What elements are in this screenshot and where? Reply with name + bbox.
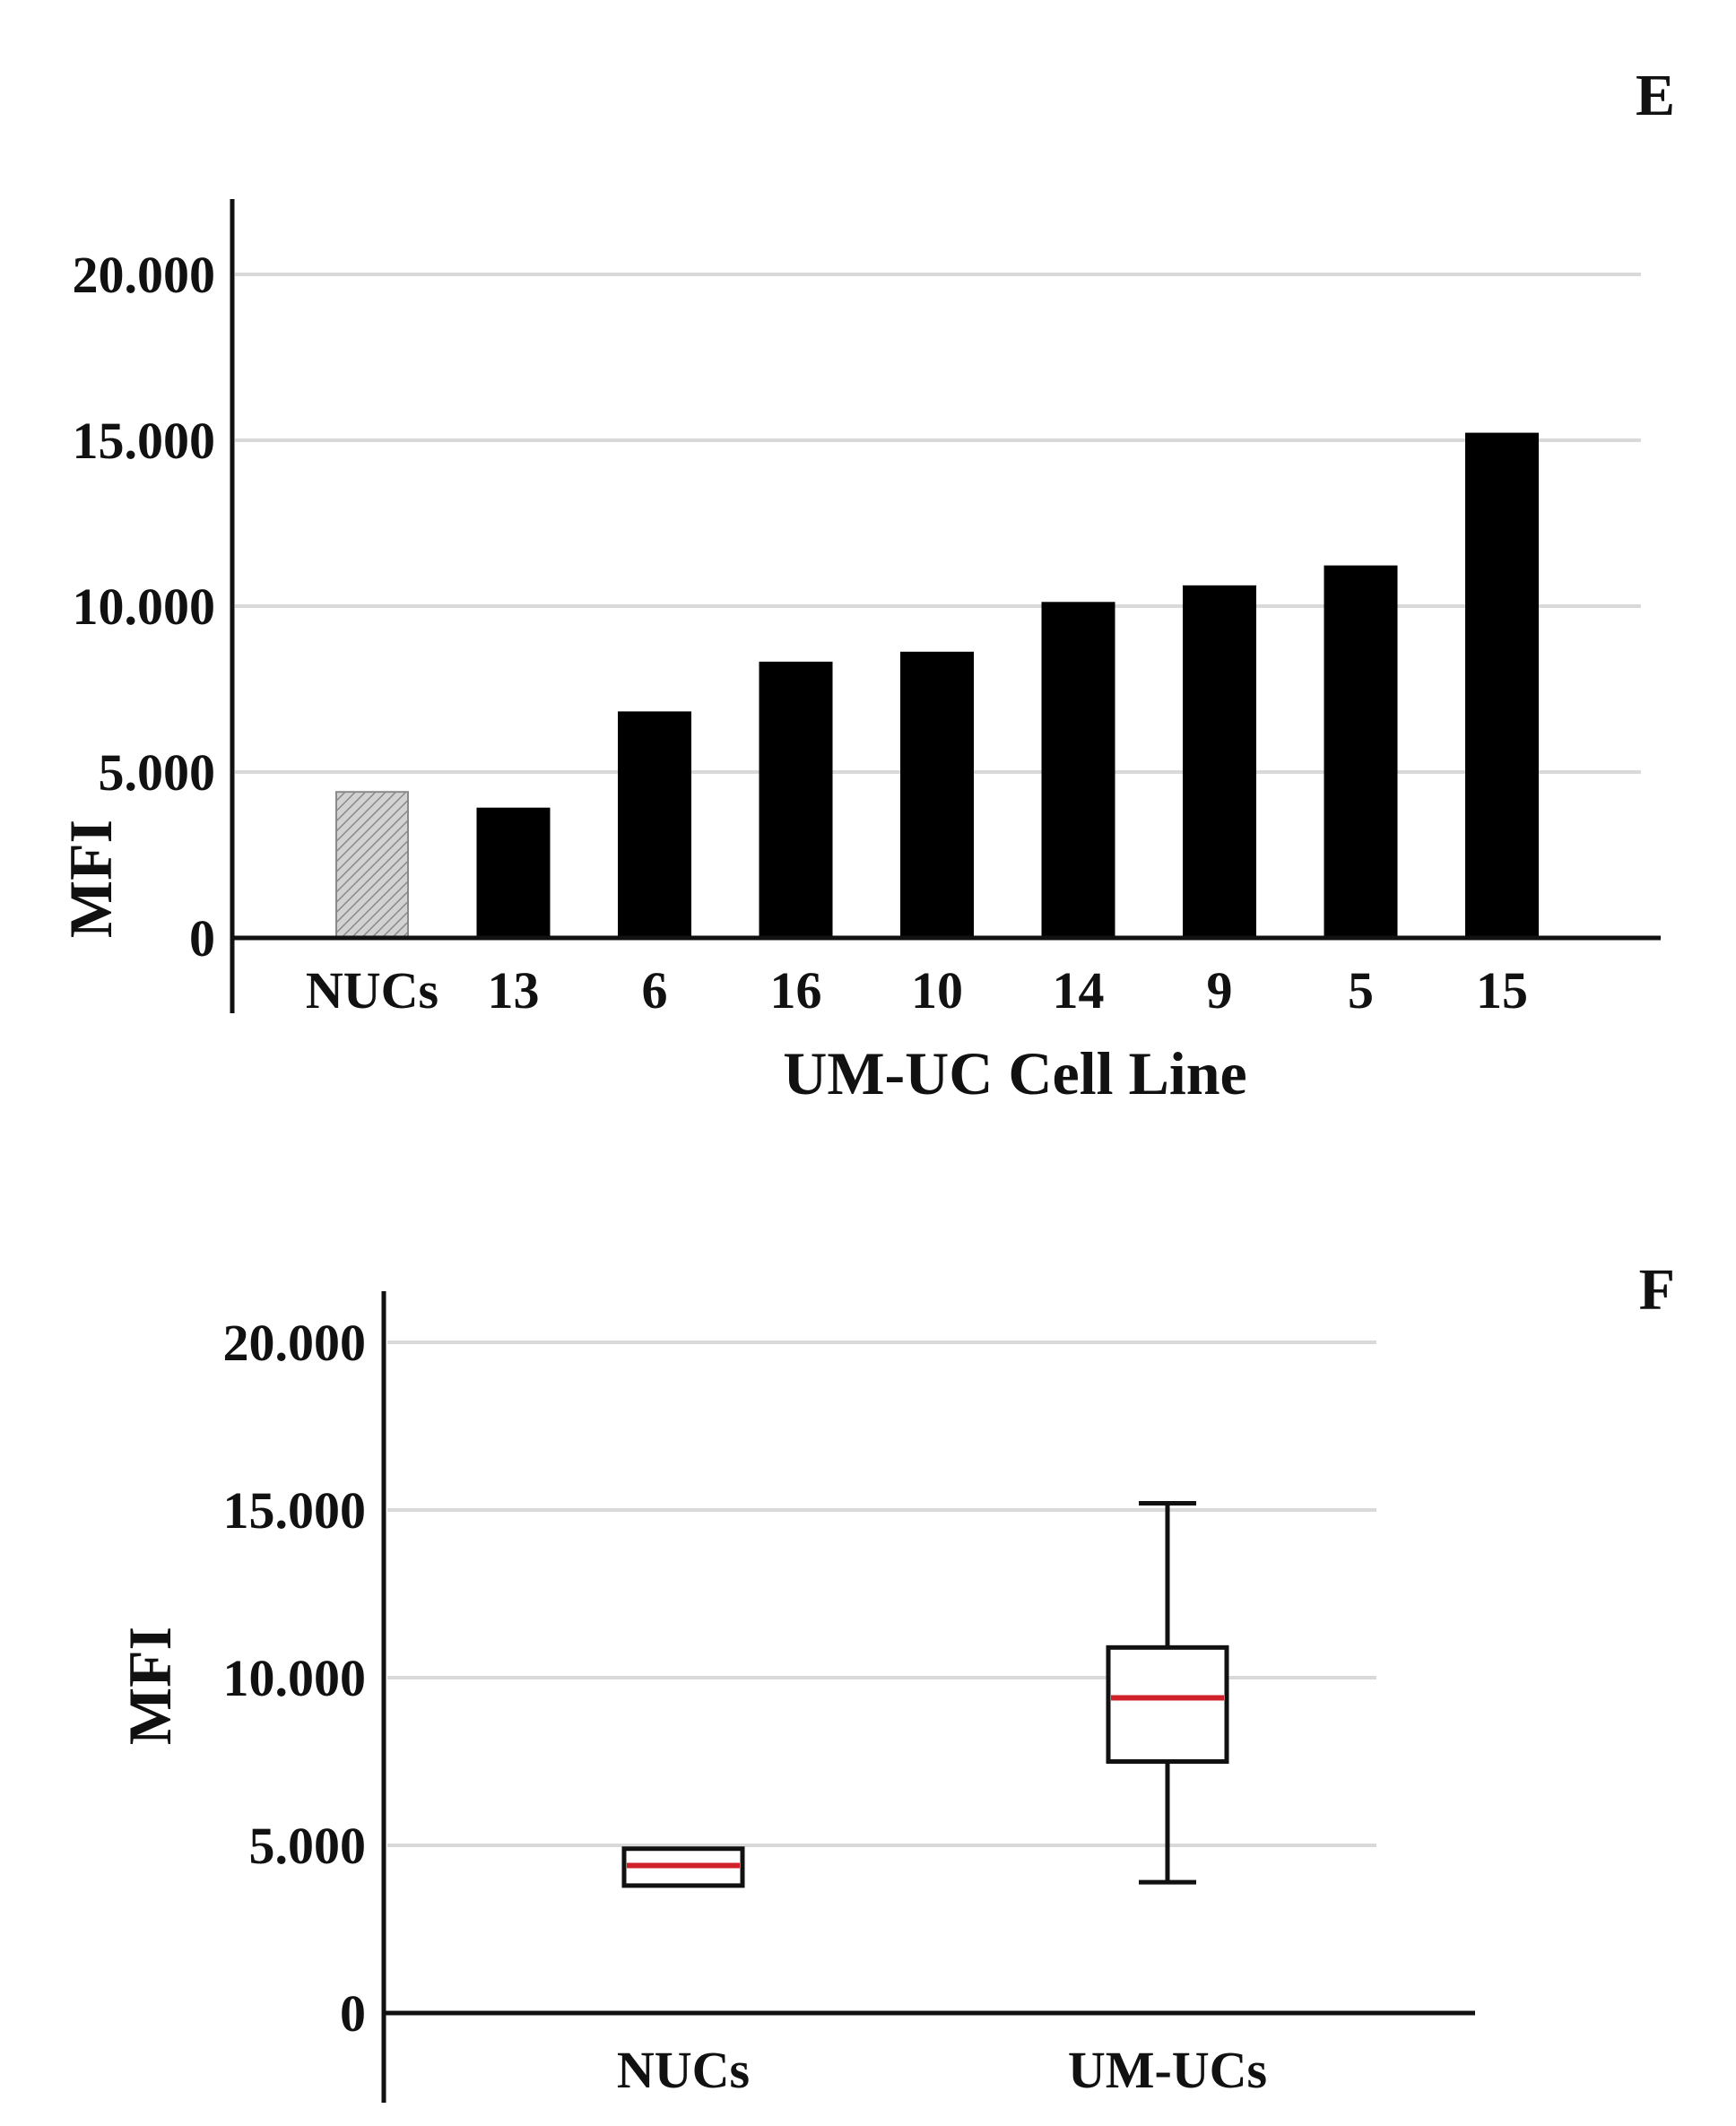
chart-e-y-tick-label: 0 <box>189 909 215 968</box>
chart-e-x-tick-label: NUCs <box>306 961 438 1020</box>
chart-f-y-ticks: 0 5.000 10.000 15.000 20.000 <box>223 1314 367 2043</box>
chart-e-x-tick-label: 10 <box>911 961 963 1020</box>
chart-f: F 0 5.000 10.000 15.000 20.000 NUCs UM-UCs MF… <box>116 1257 1675 2103</box>
panel-letter-f: F <box>1639 1257 1675 1323</box>
chart-e-bar <box>335 791 409 940</box>
chart-e-bar <box>900 651 974 939</box>
chart-f-boxes <box>621 1501 1229 1888</box>
chart-f-box <box>1106 1644 1229 1764</box>
chart-e-y-ticks: 0 5.000 10.000 15.000 20.000 <box>73 246 216 968</box>
chart-f-y-tick-label: 5.000 <box>249 1817 367 1875</box>
chart-f-y-tick-label: 10.000 <box>223 1649 367 1707</box>
chart-e-bar <box>1183 585 1256 939</box>
chart-e-x-ticks: NUCs 13 6 16 10 14 9 5 15 <box>306 961 1528 1020</box>
chart-e-bar <box>1465 432 1539 940</box>
chart-e-x-tick-label: 16 <box>770 961 822 1020</box>
chart-e-y-axis-label: MFI <box>56 820 125 938</box>
chart-f-y-tick-label: 15.000 <box>223 1481 367 1540</box>
chart-e-bar <box>759 661 833 940</box>
chart-f-y-tick-label: 20.000 <box>223 1314 367 1372</box>
chart-e-x-tick-label: 5 <box>1348 961 1374 1020</box>
chart-e: E 0 5.000 10.000 15.000 20.000 NUCs 13 6 16 10 14… <box>56 63 1675 1107</box>
chart-f-x-tick-label: NUCs <box>617 2041 750 2099</box>
chart-e-x-tick-label: 13 <box>488 961 540 1020</box>
chart-f-gridlines <box>387 1341 1376 1847</box>
chart-e-bar <box>476 807 551 940</box>
chart-f-y-tick-label: 0 <box>340 1984 366 2043</box>
panel-letter-e: E <box>1636 63 1675 128</box>
chart-e-y-tick-label: 10.000 <box>73 577 216 636</box>
chart-e-bar <box>1041 602 1115 939</box>
chart-e-x-tick-label: 6 <box>642 961 668 1020</box>
chart-e-x-tick-label: 14 <box>1053 961 1105 1020</box>
chart-e-bar <box>618 711 691 940</box>
chart-f-x-ticks: NUCs UM-UCs <box>617 2041 1267 2099</box>
chart-e-y-tick-label: 15.000 <box>73 412 216 470</box>
chart-e-bar <box>1324 565 1398 939</box>
chart-e-y-tick-label: 20.000 <box>73 246 216 304</box>
chart-e-bars <box>335 432 1539 940</box>
chart-f-x-tick-label: UM-UCs <box>1068 2041 1267 2099</box>
chart-e-x-axis-label: UM-UC Cell Line <box>783 1039 1246 1107</box>
chart-f-y-axis-label: MFI <box>116 1627 184 1745</box>
chart-e-x-tick-label: 9 <box>1207 961 1233 1020</box>
chart-e-x-tick-label: 15 <box>1476 961 1528 1020</box>
chart-e-y-tick-label: 5.000 <box>99 743 216 802</box>
